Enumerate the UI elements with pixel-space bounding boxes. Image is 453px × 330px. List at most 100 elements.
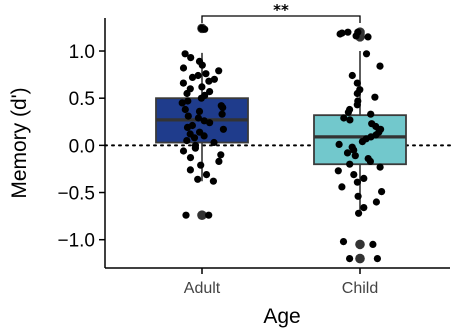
data-point xyxy=(200,117,208,125)
data-point xyxy=(353,178,361,186)
data-point xyxy=(366,157,374,165)
data-point xyxy=(354,192,362,200)
data-point xyxy=(194,175,202,183)
data-point xyxy=(181,105,189,114)
significance-annotation: ** xyxy=(201,1,361,23)
x-axis-title: Age xyxy=(263,305,300,328)
data-point xyxy=(218,110,226,118)
y-tick-label: 0.0 xyxy=(69,136,95,157)
data-point xyxy=(376,163,384,171)
data-point xyxy=(378,188,386,196)
x-tick-label-adult: Adult xyxy=(184,280,221,297)
data-point xyxy=(202,171,211,179)
data-point xyxy=(206,119,214,127)
data-point xyxy=(186,166,194,174)
data-point xyxy=(371,93,379,101)
data-point xyxy=(179,79,187,87)
data-point xyxy=(335,140,343,148)
data-point xyxy=(353,101,361,109)
data-point xyxy=(194,114,202,122)
data-point xyxy=(372,198,380,206)
data-point xyxy=(210,138,218,147)
data-point xyxy=(350,146,358,154)
data-point xyxy=(205,211,213,219)
box-group-adult xyxy=(155,23,249,220)
outlier-point xyxy=(355,253,365,264)
data-point xyxy=(346,255,354,263)
data-point xyxy=(195,107,204,115)
data-point xyxy=(360,204,368,212)
y-axis-ticks: −1.0 −0.5 0.0 0.5 1.0 xyxy=(57,42,105,252)
data-point xyxy=(188,73,197,81)
data-point xyxy=(351,152,359,160)
data-point xyxy=(219,104,227,112)
data-point xyxy=(182,211,190,219)
data-point xyxy=(187,54,195,62)
data-point xyxy=(336,30,344,38)
data-point xyxy=(355,209,363,217)
data-point xyxy=(348,71,356,80)
data-point xyxy=(358,138,366,146)
data-point xyxy=(367,110,375,118)
data-point xyxy=(334,167,342,175)
data-point xyxy=(184,112,192,120)
data-point xyxy=(219,125,227,133)
data-point xyxy=(340,114,348,122)
data-point xyxy=(186,154,195,162)
data-point xyxy=(343,149,352,157)
data-point xyxy=(338,183,346,191)
data-point xyxy=(198,83,206,91)
data-point xyxy=(360,174,368,182)
y-tick-label: −1.0 xyxy=(57,231,95,252)
x-axis-ticks: Adult Child xyxy=(184,268,378,297)
data-point xyxy=(178,99,186,107)
y-tick-label: 1.0 xyxy=(69,42,95,63)
data-point xyxy=(210,75,218,83)
data-point xyxy=(376,62,384,70)
data-point xyxy=(215,67,223,75)
data-point xyxy=(181,50,189,58)
data-point xyxy=(362,50,371,58)
outlier-point xyxy=(197,210,207,220)
data-point xyxy=(339,238,348,246)
y-tick-label: 0.5 xyxy=(69,89,95,110)
data-point xyxy=(184,97,192,105)
y-tick-label: −0.5 xyxy=(57,184,95,205)
data-point xyxy=(353,79,361,87)
outlier-point xyxy=(355,239,365,250)
data-point xyxy=(183,123,192,131)
data-point xyxy=(217,151,225,159)
data-point xyxy=(197,94,205,102)
data-point xyxy=(215,157,223,165)
data-point xyxy=(179,64,188,72)
data-point xyxy=(197,161,205,169)
data-point xyxy=(346,116,354,124)
data-point xyxy=(346,160,354,168)
data-point xyxy=(198,61,206,69)
y-axis-title: Memory (d') xyxy=(8,87,31,198)
data-point xyxy=(353,89,361,98)
data-point xyxy=(179,147,188,155)
data-point xyxy=(202,70,210,78)
x-tick-label-child: Child xyxy=(342,280,378,297)
plot-area xyxy=(104,23,451,264)
data-point xyxy=(194,71,202,80)
significance-bracket xyxy=(201,15,361,23)
data-point xyxy=(190,134,199,142)
data-point xyxy=(369,240,377,248)
box-group-child xyxy=(313,27,407,264)
data-point xyxy=(200,132,208,140)
data-point xyxy=(209,177,217,185)
data-point xyxy=(191,144,199,152)
data-point xyxy=(344,28,352,36)
data-point xyxy=(350,171,358,179)
data-point xyxy=(183,137,191,145)
significance-label: ** xyxy=(273,1,289,19)
data-point xyxy=(201,25,209,33)
data-point xyxy=(183,89,191,98)
data-point xyxy=(352,32,360,40)
data-point xyxy=(205,77,213,85)
data-point xyxy=(373,255,381,263)
data-point xyxy=(344,108,352,116)
